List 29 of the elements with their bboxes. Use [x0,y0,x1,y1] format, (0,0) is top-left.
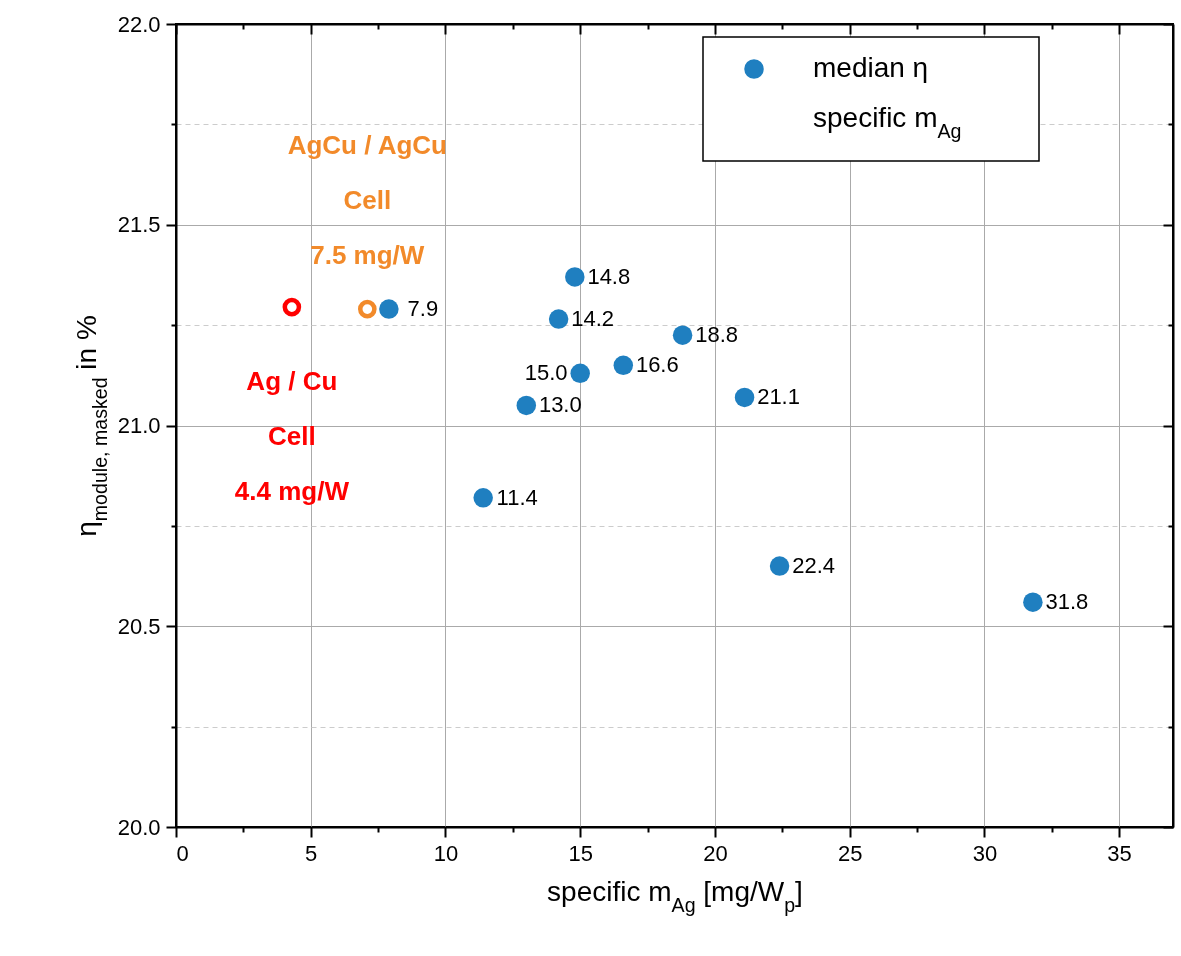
y-tick-label: 20.0 [117,814,161,840]
x-tick-label: 0 [176,840,189,866]
annotation: 22.4 [792,553,835,579]
annotation: 7.9 [407,296,439,322]
x-axis-title: specific m$_{Ag}$ [mg/W$_{p}$] [547,875,803,916]
x-tick-label: 25 [837,840,863,866]
y-tick-label: 21.0 [117,413,161,438]
legend-label: median η [813,52,929,83]
annotation: 18.8 [695,322,738,348]
annotation: 15.0 [524,360,568,386]
x-tick-label: 30 [972,840,998,866]
annotation: 14.2 [571,306,615,332]
x-tick-label: 35 [1107,840,1132,866]
annotation: 13.0 [538,392,582,418]
y-tick-label: 22.0 [117,11,161,37]
x-tick-label: 20 [703,840,728,866]
x-tick-label: 15 [568,840,593,866]
annotation: Ag / Cu Cell 4.4 mg/W [234,366,350,507]
y-tick-label: 20.5 [117,613,161,639]
x-tick-label: 10 [433,840,459,866]
annotation: 31.8 [1045,589,1089,615]
annotation: 16.6 [635,352,679,378]
annotation: specific m$_{Ag}$ [813,102,962,142]
y-tick-label: 21.5 [117,212,161,238]
annotation: 11.4 [496,484,538,510]
annotation: 14.8 [587,263,631,289]
annotation: 21.1 [757,384,800,410]
annotation: AgCu / AgCu Cell 7.5 mg/W [287,130,447,271]
x-tick-label: 5 [305,840,318,866]
